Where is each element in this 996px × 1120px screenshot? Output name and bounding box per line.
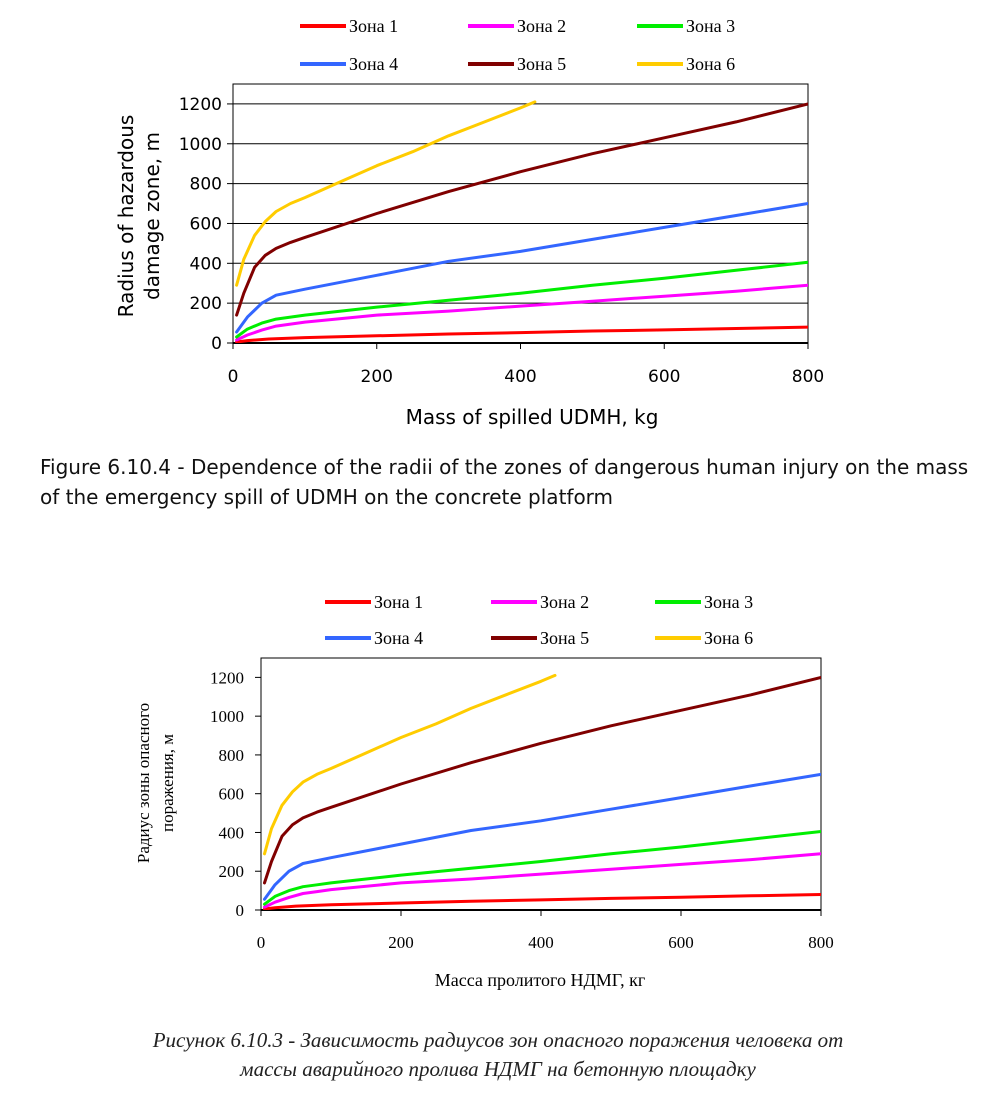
legend-label: Зона 2 bbox=[540, 592, 589, 612]
x-tick-label: 400 bbox=[528, 933, 554, 952]
series-line-Зона-6 bbox=[263, 673, 557, 856]
legend-label: Зона 5 bbox=[540, 628, 589, 648]
y-tick-label: 800 bbox=[219, 746, 245, 765]
x-tick-label: 0 bbox=[228, 367, 239, 387]
y-tick-label: 600 bbox=[219, 785, 245, 804]
legend-label: Зона 3 bbox=[686, 16, 735, 36]
y-axis-title-line: Радиус зоны опасного bbox=[134, 703, 153, 863]
chart-udmh-russian: 0 200 400 600 800 1000 1200 0 200 400 600 800 Масса … bbox=[134, 592, 834, 990]
legend-label: Зона 3 bbox=[704, 592, 753, 612]
y-tick-label: 200 bbox=[190, 294, 222, 314]
y-tick-label: 400 bbox=[190, 254, 222, 274]
series-line-Зона-2 bbox=[235, 283, 808, 342]
x-tick-label: 0 bbox=[257, 933, 266, 952]
y-axis-title-line: damage zone, m bbox=[140, 132, 164, 300]
legend-label: Зона 4 bbox=[374, 628, 423, 648]
y-tick-label: 0 bbox=[236, 901, 245, 920]
x-tick-label: 800 bbox=[792, 367, 824, 387]
legend-label: Зона 6 bbox=[704, 628, 753, 648]
y-axis-title: Radius of hazardous damage zone, m bbox=[114, 115, 164, 318]
series-line-Зона-5 bbox=[235, 102, 808, 317]
y-tick-label: 600 bbox=[190, 214, 222, 234]
series-line-Зона-1 bbox=[263, 893, 821, 910]
series-line-Зона-5 bbox=[263, 675, 821, 885]
y-tick-label: 800 bbox=[190, 175, 222, 195]
legend-label: Зона 5 bbox=[517, 54, 566, 74]
series-line-Зона-6 bbox=[235, 100, 537, 287]
x-tick-label: 800 bbox=[808, 933, 834, 952]
figure-caption-russian-line1: Рисунок 6.10.3 - Зависимость радиусов зо… bbox=[152, 1028, 844, 1052]
legend-label: Зона 2 bbox=[517, 16, 566, 36]
legend-label: Зона 1 bbox=[349, 16, 398, 36]
x-axis-title: Масса пролитого НДМГ, кг bbox=[435, 970, 646, 990]
y-axis-title-line: поражения, м bbox=[158, 734, 177, 832]
figure-caption-russian: Рисунок 6.10.3 - Зависимость радиусов зо… bbox=[40, 1026, 956, 1084]
legend-label: Зона 1 bbox=[374, 592, 423, 612]
y-tick-label: 1000 bbox=[179, 135, 222, 155]
series-group bbox=[263, 673, 821, 910]
series-group bbox=[235, 100, 808, 343]
series-line-Зона-1 bbox=[235, 325, 808, 343]
series-line-Зона-4 bbox=[235, 202, 808, 334]
x-tick-label: 400 bbox=[504, 367, 536, 387]
x-axis-title: Mass of spilled UDMH, kg bbox=[406, 405, 659, 429]
x-tick-label: 200 bbox=[361, 367, 393, 387]
x-tick-label: 600 bbox=[668, 933, 694, 952]
chart-udmh-english: 0 200 400 600 800 1000 1200 0 200 400 600 800 Mass o… bbox=[114, 16, 824, 429]
y-tick-label: 200 bbox=[219, 862, 245, 881]
figure-caption-english: Figure 6.10.4 - Dependence of the radii … bbox=[40, 455, 969, 509]
y-tick-label: 400 bbox=[219, 823, 245, 842]
series-line-Зона-2 bbox=[263, 852, 821, 909]
legend-label: Зона 4 bbox=[349, 54, 398, 74]
figure-caption-russian-line2: массы аварийного пролива НДМГ на бетонну… bbox=[240, 1057, 756, 1081]
legend-label: Зона 6 bbox=[686, 54, 735, 74]
y-axis-title-line: Radius of hazardous bbox=[114, 115, 138, 318]
series-line-Зона-3 bbox=[263, 830, 821, 906]
y-tick-label: 0 bbox=[211, 334, 222, 354]
y-tick-label: 1000 bbox=[210, 707, 244, 726]
y-tick-label: 1200 bbox=[210, 668, 244, 687]
x-tick-label: 200 bbox=[388, 933, 414, 952]
y-axis-title: Радиус зоны опасного поражения, м bbox=[134, 703, 177, 863]
y-tick-label: 1200 bbox=[179, 95, 222, 115]
plot-frame bbox=[260, 657, 822, 911]
series-line-Зона-4 bbox=[263, 772, 821, 901]
x-tick-label: 600 bbox=[648, 367, 680, 387]
series-line-Зона-3 bbox=[235, 260, 808, 339]
